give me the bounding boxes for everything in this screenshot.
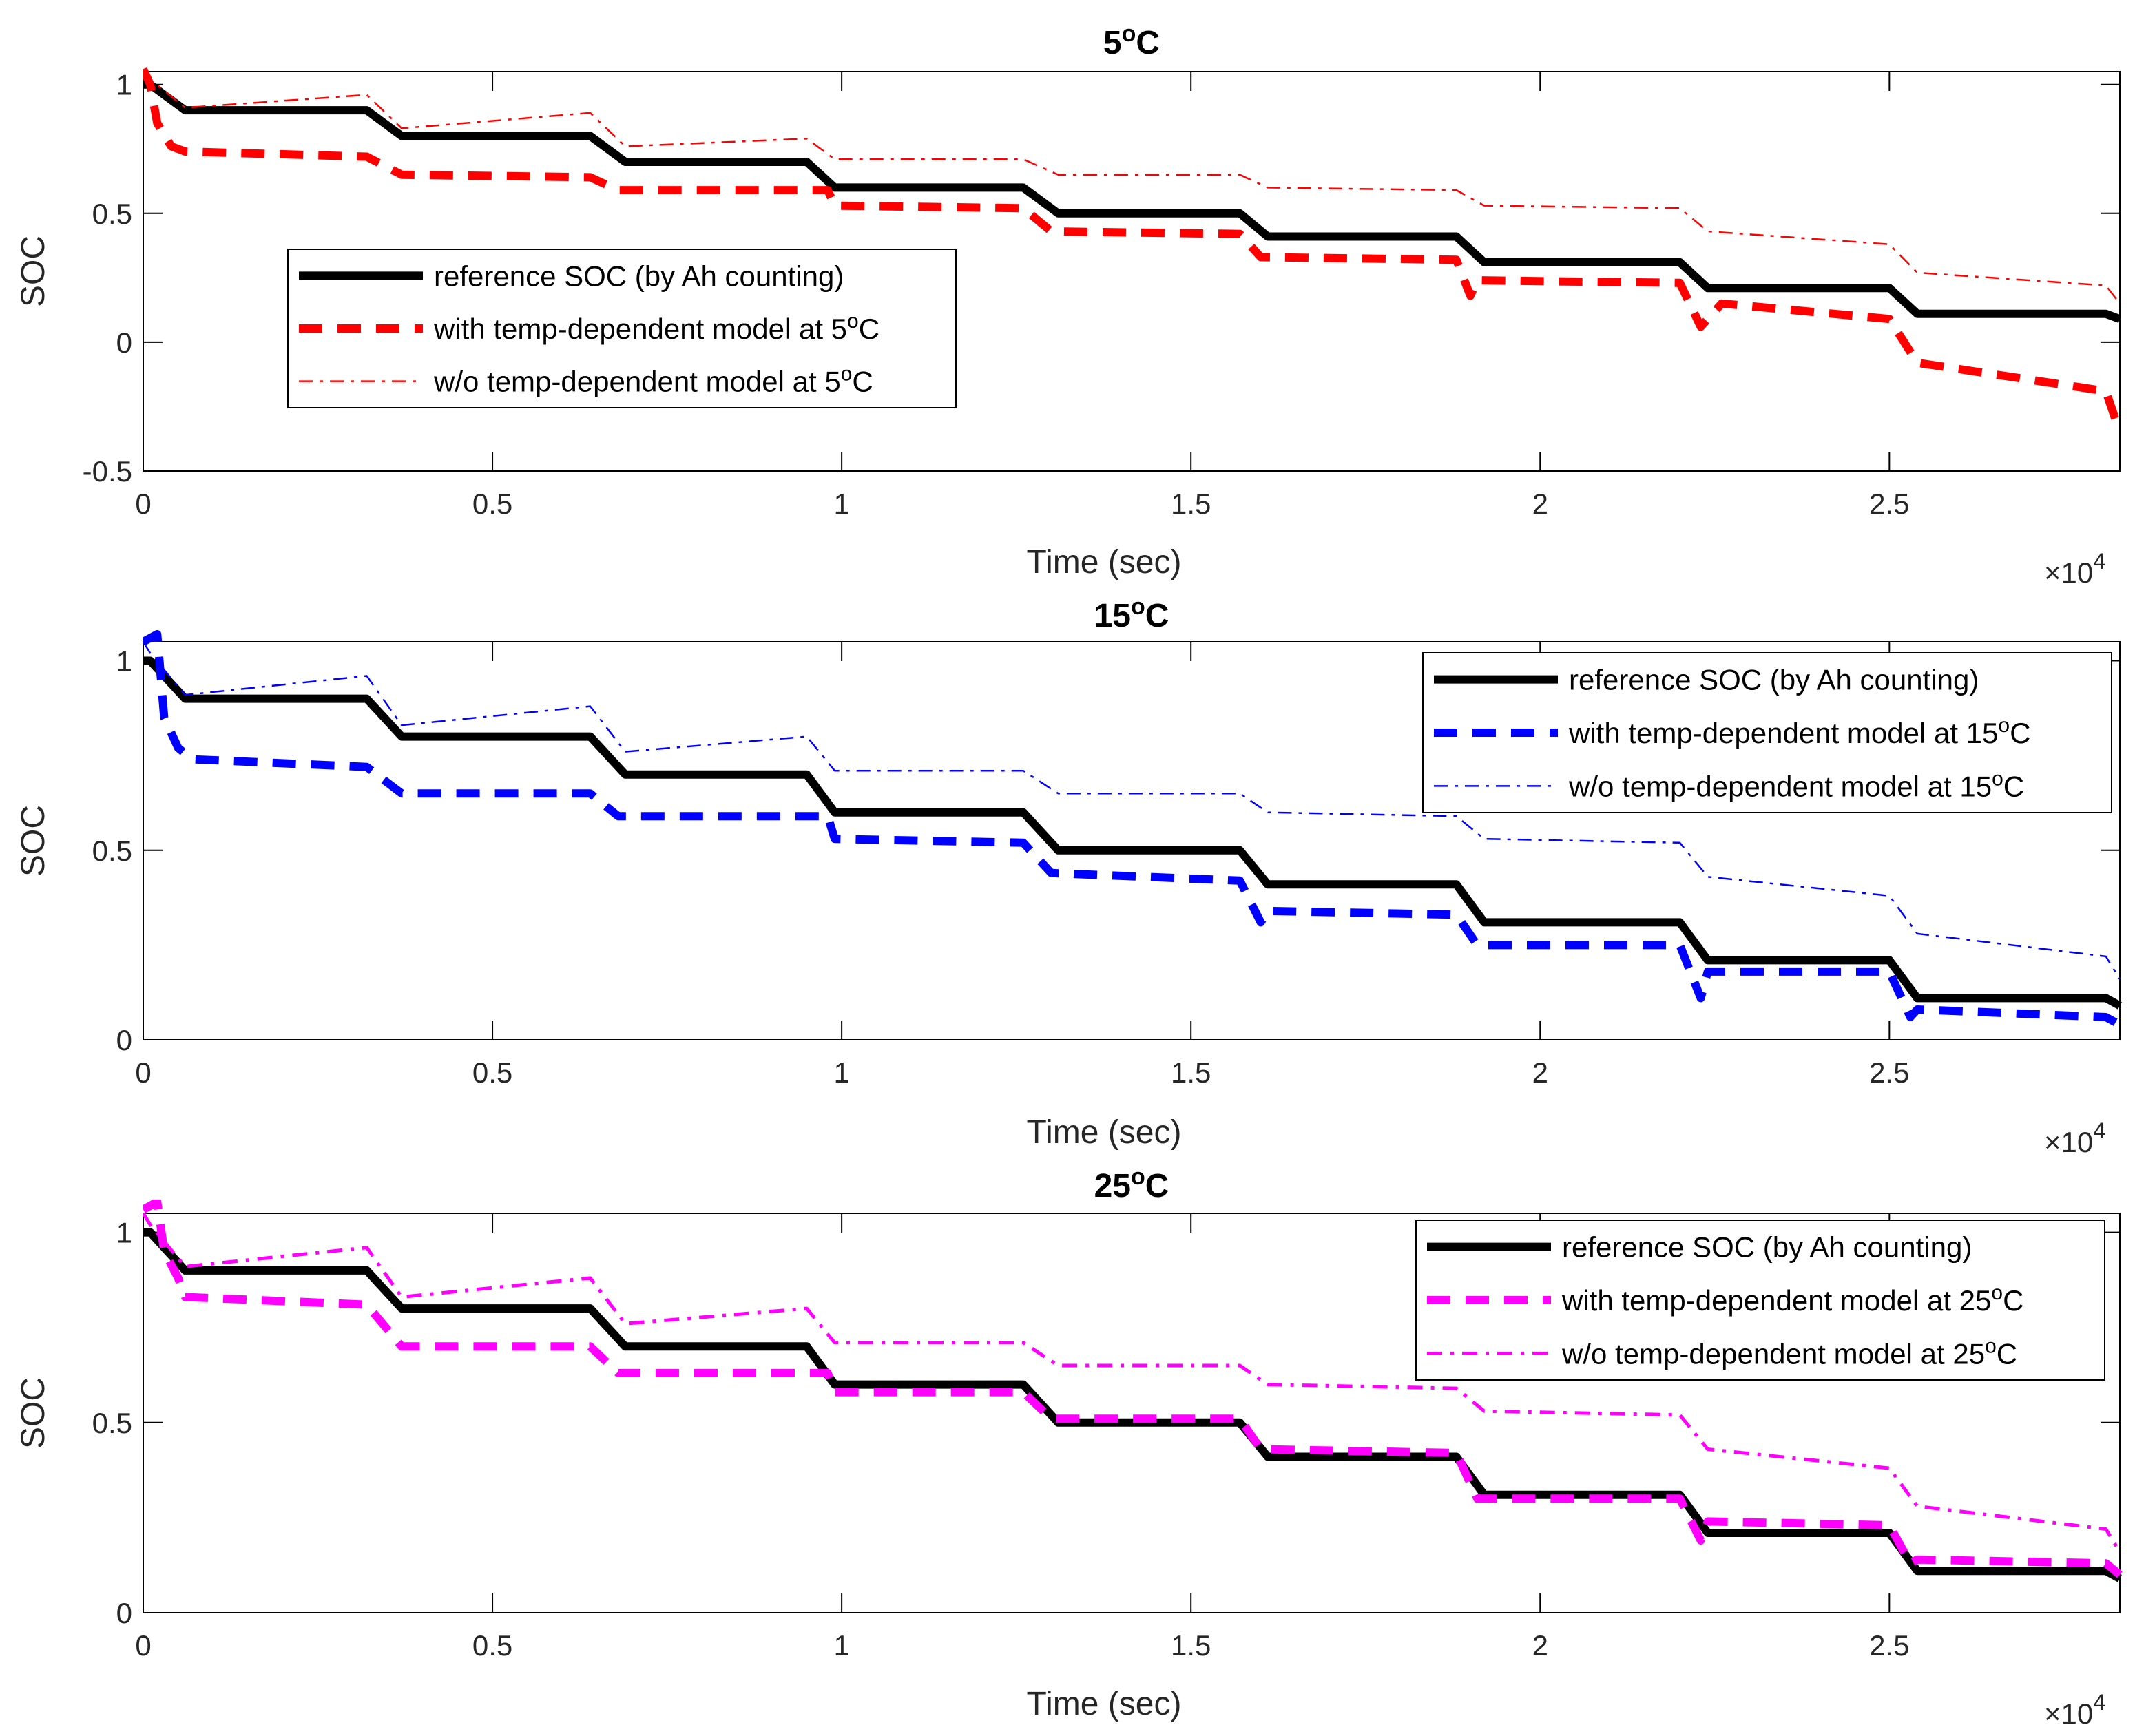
x-tick-label: 1.5 — [1171, 1629, 1211, 1662]
legend-label-1: reference SOC (by Ah counting) — [434, 260, 844, 292]
subplot-3: 0 0.5 1 1.5 2 2.5 0 0.5 1 25oC Time (sec) SOC ×104 re… — [15, 1164, 2123, 1730]
legend: reference SOC (by Ah counting) with temp-… — [287, 249, 957, 408]
legend-label-3: w/o temp-dependent model at 15oC — [1568, 767, 2024, 802]
y-tick-label: 0 — [116, 1024, 132, 1056]
series-line-1 — [143, 80, 2122, 323]
series-group — [143, 1200, 2123, 1582]
x-tick-label: 0 — [135, 488, 151, 520]
y-tick-label: 1 — [116, 69, 132, 101]
legend-label-3: w/o temp-dependent model at 5oC — [433, 363, 873, 398]
x-tick-label: 0.5 — [472, 488, 512, 520]
legend-label-1: reference SOC (by Ah counting) — [1569, 664, 1979, 696]
series-group — [143, 67, 2123, 434]
x-exponent-label: ×104 — [2044, 1690, 2105, 1730]
y-tick-label: 0 — [116, 326, 132, 359]
chart-title: 25oC — [1094, 1164, 1169, 1204]
series-line-3 — [143, 1212, 2122, 1553]
y-tick-label: 0.5 — [92, 835, 132, 867]
series-line-2 — [143, 1200, 2123, 1578]
series-line-3 — [143, 71, 2121, 304]
x-tick-label: 2.5 — [1869, 1629, 1909, 1662]
legend-label-2: with temp-dependent model at 15oC — [1568, 714, 2030, 749]
x-tick-label: 0 — [135, 1056, 151, 1089]
series-group — [143, 630, 2122, 1029]
x-tick-label: 2.5 — [1869, 488, 1909, 520]
x-tick-label: 1 — [833, 1056, 849, 1089]
series-line-1 — [143, 656, 2122, 1010]
y-axis-label: SOC — [15, 236, 52, 307]
x-tick-label: 0 — [135, 1629, 151, 1662]
y-axis-label: SOC — [15, 805, 52, 877]
y-tick-label: 1 — [116, 1217, 132, 1249]
chart-title: 5oC — [1103, 21, 1160, 61]
x-tick-label: 2 — [1532, 488, 1548, 520]
x-tick-label: 1 — [833, 488, 849, 520]
subplot-2: 0 0.5 1 1.5 2 2.5 0 0.5 1 15oC Time (sec) SOC ×104 re… — [15, 594, 2122, 1158]
legend-label-2: with temp-dependent model at 5oC — [433, 310, 879, 345]
legend: reference SOC (by Ah counting) with temp-… — [1422, 652, 2112, 813]
x-exponent-label: ×104 — [2044, 549, 2105, 589]
series-line-3 — [143, 641, 2121, 980]
chart-title: 15oC — [1094, 594, 1169, 634]
x-tick-label: 2 — [1532, 1056, 1548, 1089]
legend-label-1: reference SOC (by Ah counting) — [1562, 1231, 1972, 1264]
x-axis-label: Time (sec) — [1027, 1686, 1182, 1722]
y-tick-label: 0 — [116, 1597, 132, 1629]
x-tick-label: 2.5 — [1869, 1056, 1909, 1089]
x-exponent-label: ×104 — [2044, 1118, 2105, 1158]
x-tick-label: 0.5 — [472, 1629, 512, 1662]
y-tick-label: 0.5 — [92, 1407, 132, 1439]
y-tick-label: 0.5 — [92, 198, 132, 230]
x-tick-label: 1.5 — [1171, 1056, 1211, 1089]
y-axis-label: SOC — [15, 1377, 52, 1449]
series-line-2 — [143, 67, 2123, 434]
x-tick-label: 1.5 — [1171, 488, 1211, 520]
series-line-2 — [143, 630, 2122, 1029]
x-tick-label: 0.5 — [472, 1056, 512, 1089]
x-axis-label: Time (sec) — [1027, 544, 1182, 581]
legend-label-2: with temp-dependent model at 25oC — [1561, 1282, 2023, 1317]
y-tick-label: 1 — [116, 645, 132, 678]
x-axis-label: Time (sec) — [1027, 1114, 1182, 1151]
x-tick-label: 2 — [1532, 1629, 1548, 1662]
x-tick-label: 1 — [833, 1629, 849, 1662]
y-tick-label: -0.5 — [83, 455, 132, 488]
legend: reference SOC (by Ah counting) with temp-… — [1415, 1220, 2105, 1381]
legend-label-3: w/o temp-dependent model at 25oC — [1561, 1335, 2017, 1370]
